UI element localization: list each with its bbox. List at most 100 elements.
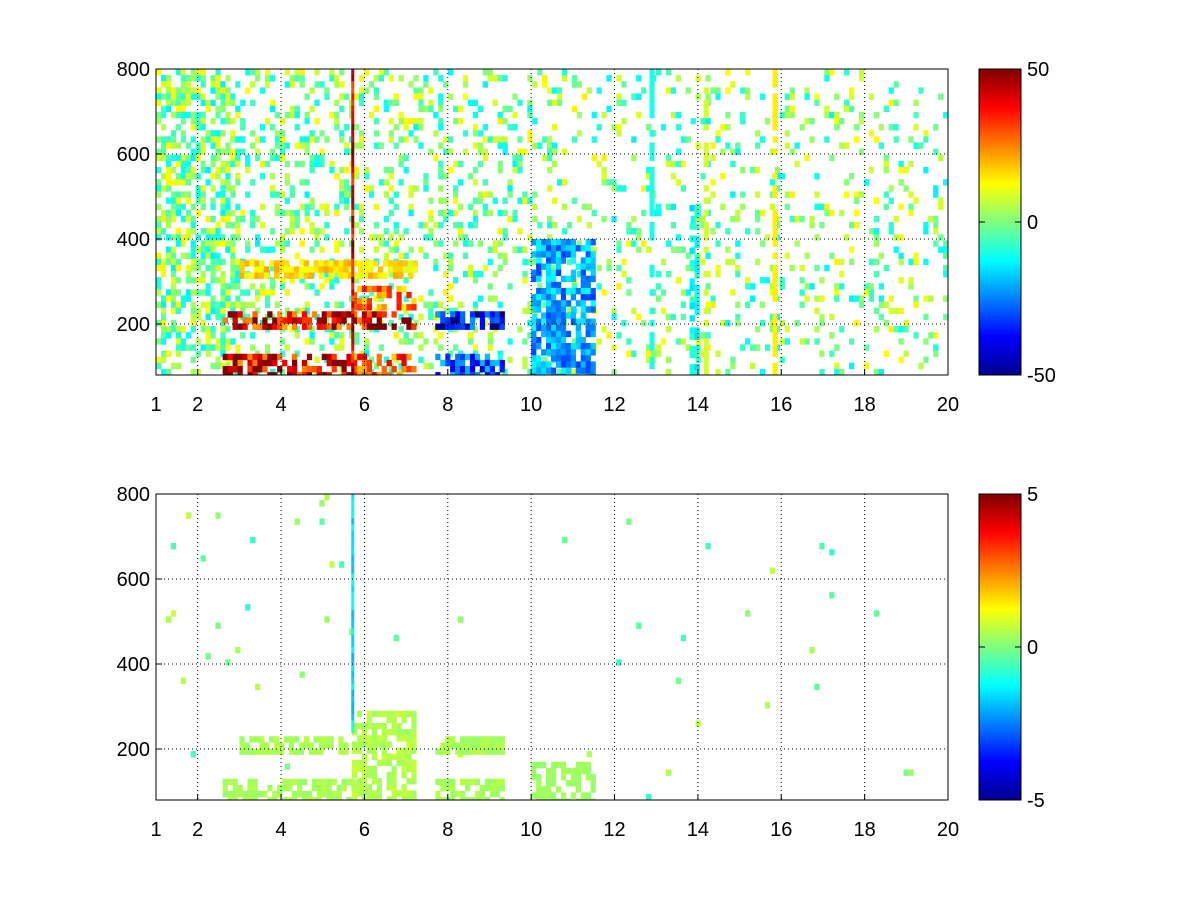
heatmap-cell bbox=[695, 93, 701, 100]
heatmap-cell bbox=[552, 142, 558, 149]
heatmap-cell bbox=[293, 736, 300, 743]
heatmap-cell bbox=[344, 191, 350, 198]
heatmap-cell bbox=[341, 784, 347, 792]
heatmap-cell bbox=[329, 338, 335, 345]
heatmap-cell bbox=[334, 124, 340, 131]
heatmap-cell bbox=[353, 260, 359, 267]
heatmap-cell bbox=[455, 353, 461, 361]
heatmap-cell bbox=[873, 307, 879, 315]
heatmap-cell bbox=[361, 317, 368, 324]
heatmap-cell bbox=[590, 306, 596, 313]
heatmap-cell bbox=[160, 148, 167, 155]
heatmap-cell bbox=[304, 203, 310, 211]
heatmap-cell bbox=[366, 304, 373, 311]
heatmap-cell bbox=[665, 356, 672, 364]
heatmap-cell bbox=[378, 344, 384, 351]
heatmap-cell bbox=[351, 591, 355, 599]
heatmap-cell bbox=[814, 191, 820, 198]
heatmap-cell bbox=[309, 166, 315, 174]
plot-frame-bottom bbox=[155, 493, 949, 801]
heatmap-cell bbox=[215, 258, 221, 266]
heatmap-cell bbox=[418, 99, 424, 107]
heatmap-cell bbox=[200, 166, 206, 174]
heatmap-cell bbox=[398, 179, 404, 186]
heatmap-cell bbox=[531, 275, 537, 283]
heatmap-cell bbox=[685, 252, 691, 260]
heatmap-cell bbox=[570, 780, 577, 787]
heatmap-cell bbox=[918, 142, 924, 149]
heatmap-cell bbox=[487, 69, 493, 76]
heatmap-cell bbox=[565, 349, 572, 356]
heatmap-cell bbox=[160, 258, 167, 266]
heatmap-cell bbox=[413, 185, 419, 192]
heatmap-cell bbox=[626, 518, 632, 525]
heatmap-cell bbox=[354, 124, 360, 131]
heatmap-cell bbox=[165, 252, 172, 260]
heatmap-cell bbox=[893, 99, 899, 107]
heatmap-cell bbox=[893, 124, 899, 131]
heatmap-cell bbox=[361, 729, 368, 736]
heatmap-cell bbox=[435, 778, 441, 786]
heatmap-cell bbox=[156, 289, 162, 296]
heatmap-cell bbox=[301, 323, 308, 330]
heatmap-cell bbox=[418, 313, 424, 321]
heatmap-cell bbox=[565, 780, 572, 787]
heatmap-cell bbox=[309, 197, 315, 204]
heatmap-cell bbox=[264, 246, 271, 253]
heatmap-cell bbox=[933, 222, 939, 229]
heatmap-cell bbox=[467, 240, 474, 247]
heatmap-cell bbox=[378, 295, 384, 302]
heatmap-cell bbox=[185, 252, 191, 260]
heatmap-cell bbox=[423, 301, 429, 308]
heatmap-cell bbox=[282, 797, 288, 800]
heatmap-cell bbox=[175, 160, 182, 168]
heatmap-cell bbox=[361, 311, 368, 318]
heatmap-cell bbox=[240, 209, 246, 217]
heatmap-cell bbox=[570, 245, 577, 252]
heatmap-cell bbox=[585, 263, 591, 270]
heatmap-cell bbox=[868, 166, 875, 174]
heatmap-cell bbox=[482, 124, 488, 131]
heatmap-cell bbox=[299, 136, 305, 143]
heatmap-cell bbox=[824, 69, 830, 76]
heatmap-cell bbox=[898, 338, 904, 345]
heatmap-cell bbox=[210, 154, 216, 162]
heatmap-cell bbox=[482, 148, 488, 155]
x-tick-label: 18 bbox=[854, 394, 876, 416]
heatmap-cell bbox=[460, 736, 466, 743]
heatmap-cell bbox=[328, 736, 334, 743]
heatmap-cell bbox=[381, 285, 387, 293]
heatmap-cell bbox=[918, 87, 924, 94]
heatmap-cell bbox=[205, 105, 211, 113]
heatmap-cell bbox=[170, 142, 177, 149]
heatmap-cell bbox=[418, 356, 424, 364]
heatmap-cell bbox=[484, 372, 491, 375]
heatmap-cell bbox=[690, 117, 696, 125]
heatmap-cell bbox=[418, 295, 424, 302]
heatmap-cell bbox=[636, 228, 642, 235]
heatmap-cell bbox=[354, 338, 360, 345]
heatmap-cell bbox=[570, 312, 577, 319]
heatmap-cell bbox=[829, 69, 835, 76]
heatmap-cell bbox=[646, 185, 652, 192]
heatmap-cell bbox=[626, 222, 632, 229]
heatmap-cell bbox=[453, 191, 459, 198]
heatmap-cell bbox=[532, 313, 538, 321]
heatmap-cell bbox=[479, 736, 486, 743]
heatmap-cell bbox=[933, 344, 939, 351]
heatmap-cell bbox=[341, 778, 347, 786]
heatmap-cell bbox=[250, 332, 256, 339]
heatmap-cell bbox=[381, 365, 387, 373]
heatmap-cell bbox=[232, 784, 238, 792]
heatmap-cell bbox=[499, 365, 505, 373]
heatmap-cell bbox=[336, 323, 342, 330]
heatmap-cell bbox=[386, 741, 392, 748]
heatmap-cell bbox=[769, 179, 776, 186]
heatmap-cell bbox=[351, 368, 355, 375]
heatmap-cell bbox=[180, 344, 186, 351]
heatmap-cell bbox=[210, 234, 216, 241]
heatmap-cell bbox=[262, 317, 268, 324]
heatmap-cell bbox=[694, 302, 700, 310]
heatmap-cell bbox=[443, 136, 449, 143]
